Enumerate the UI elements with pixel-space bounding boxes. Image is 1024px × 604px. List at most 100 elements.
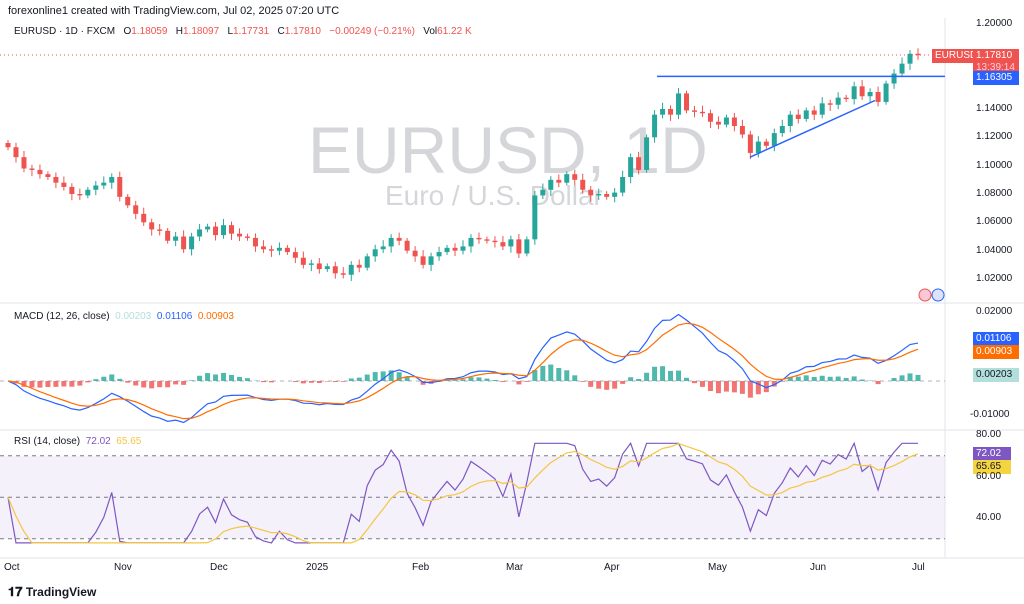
macd-histogram-bar bbox=[676, 370, 682, 381]
candle-body bbox=[165, 230, 171, 241]
rsi-ma-line bbox=[7, 442, 919, 544]
c-label: C bbox=[277, 26, 285, 37]
macd-histogram-bar bbox=[125, 381, 131, 383]
macd-histogram-bar bbox=[588, 381, 594, 387]
macd-histogram-bar bbox=[221, 372, 227, 381]
rsi-label: RSI (14, close) bbox=[14, 436, 81, 447]
macd-histogram-bar bbox=[668, 370, 674, 381]
macd-histogram-bar bbox=[787, 376, 793, 381]
macd-histogram-bar bbox=[644, 372, 650, 381]
date-tick: Feb bbox=[412, 562, 430, 573]
candle-body bbox=[117, 177, 123, 197]
price-tick: 1.12000 bbox=[976, 131, 1013, 143]
macd-value: 0.01106 bbox=[156, 311, 193, 322]
hist-tag: 0.00203 bbox=[973, 368, 1019, 382]
candle-body bbox=[221, 225, 227, 236]
candle-body bbox=[564, 174, 570, 183]
candle-body bbox=[532, 195, 538, 240]
candle-body bbox=[468, 237, 474, 247]
candle-body bbox=[763, 141, 769, 146]
candle-body bbox=[276, 247, 282, 251]
macd-histogram-bar bbox=[907, 373, 913, 381]
macd-histogram-bar bbox=[45, 381, 51, 388]
macd-histogram-bar bbox=[851, 376, 857, 381]
price-tick: 1.08000 bbox=[976, 188, 1013, 199]
macd-line bbox=[7, 313, 919, 424]
candle-body bbox=[13, 147, 19, 158]
macd-histogram-bar bbox=[229, 374, 235, 381]
candle-body bbox=[324, 266, 330, 270]
macd-histogram-bar bbox=[707, 381, 713, 392]
candle-body bbox=[197, 229, 203, 237]
candle-body bbox=[181, 236, 187, 250]
macd-histogram-bar bbox=[795, 376, 801, 381]
symbol[interactable]: EURUSD · 1D · FXCM bbox=[14, 26, 116, 37]
macd-histogram-bar bbox=[875, 381, 881, 385]
candle-body bbox=[859, 86, 865, 97]
candle-body bbox=[572, 174, 578, 180]
candle-body bbox=[356, 264, 362, 268]
candle-body bbox=[149, 222, 155, 230]
candle-body bbox=[500, 242, 506, 247]
macd-histogram-bar bbox=[660, 366, 666, 381]
candle-body bbox=[189, 236, 195, 250]
macd-histogram-bar bbox=[723, 381, 729, 392]
candle-body bbox=[308, 263, 314, 265]
macd-histogram-bar bbox=[532, 370, 538, 381]
macd-histogram-bar bbox=[915, 374, 921, 381]
macd-histogram-bar bbox=[636, 378, 642, 381]
macd-histogram-bar bbox=[540, 365, 546, 381]
candle-body bbox=[37, 169, 43, 175]
macd-tag: 0.01106 bbox=[973, 332, 1019, 346]
close: 1.17810 bbox=[284, 26, 321, 37]
macd-histogram-bar bbox=[388, 370, 394, 381]
date-tick: Dec bbox=[210, 562, 228, 573]
macd-histogram-bar bbox=[572, 375, 578, 381]
candle-body bbox=[260, 246, 266, 250]
macd-histogram-bar bbox=[452, 380, 458, 381]
signal-tag: 0.00903 bbox=[973, 345, 1019, 359]
candle-body bbox=[268, 249, 274, 251]
candle-body bbox=[668, 109, 674, 115]
macd-histogram-bar bbox=[213, 374, 219, 381]
symbol-tag: EURUSD bbox=[932, 49, 981, 63]
macd-histogram-bar bbox=[205, 373, 211, 381]
candle-body bbox=[213, 226, 219, 236]
macd-histogram-bar bbox=[308, 381, 314, 383]
macd-histogram-bar bbox=[268, 381, 274, 383]
candle-body bbox=[731, 117, 737, 127]
macd-histogram-bar bbox=[356, 377, 362, 381]
candle-body bbox=[205, 226, 211, 230]
candle-body bbox=[827, 103, 833, 105]
candle-body bbox=[612, 192, 618, 197]
o-label: O bbox=[123, 26, 132, 37]
date-tick: Oct bbox=[4, 562, 20, 573]
macd-histogram-bar bbox=[141, 381, 147, 388]
credit-text: forexonline1 created with TradingView.co… bbox=[8, 5, 340, 17]
candle-body bbox=[524, 239, 530, 254]
macd-histogram-bar bbox=[827, 376, 833, 381]
macd-tick: 0.02000 bbox=[976, 306, 1013, 317]
macd-histogram-bar bbox=[580, 381, 586, 382]
last-price-tag: 1.17810 13:39:14 bbox=[973, 49, 1019, 75]
macd-histogram-bar bbox=[236, 376, 242, 381]
macd-histogram-bar bbox=[101, 376, 107, 381]
macd-histogram-bar bbox=[859, 379, 865, 381]
macd-histogram-bar bbox=[85, 381, 91, 383]
change: −0.00249 (−0.21%) bbox=[329, 26, 415, 37]
macd-histogram-bar bbox=[77, 381, 83, 386]
macd-histogram-bar bbox=[300, 381, 306, 384]
macd-histogram-bar bbox=[316, 381, 322, 384]
macd-histogram-bar bbox=[779, 381, 785, 382]
macd-histogram-bar bbox=[755, 381, 761, 395]
last-price: 1.17810 bbox=[976, 50, 1013, 61]
low: 1.17731 bbox=[233, 26, 270, 37]
candle-body bbox=[915, 53, 921, 56]
candle-body bbox=[284, 247, 290, 253]
candle-body bbox=[428, 256, 434, 265]
candle-body bbox=[460, 246, 466, 251]
candle-body bbox=[348, 264, 354, 275]
candle-body bbox=[652, 114, 658, 138]
macd-histogram-bar bbox=[684, 377, 690, 381]
